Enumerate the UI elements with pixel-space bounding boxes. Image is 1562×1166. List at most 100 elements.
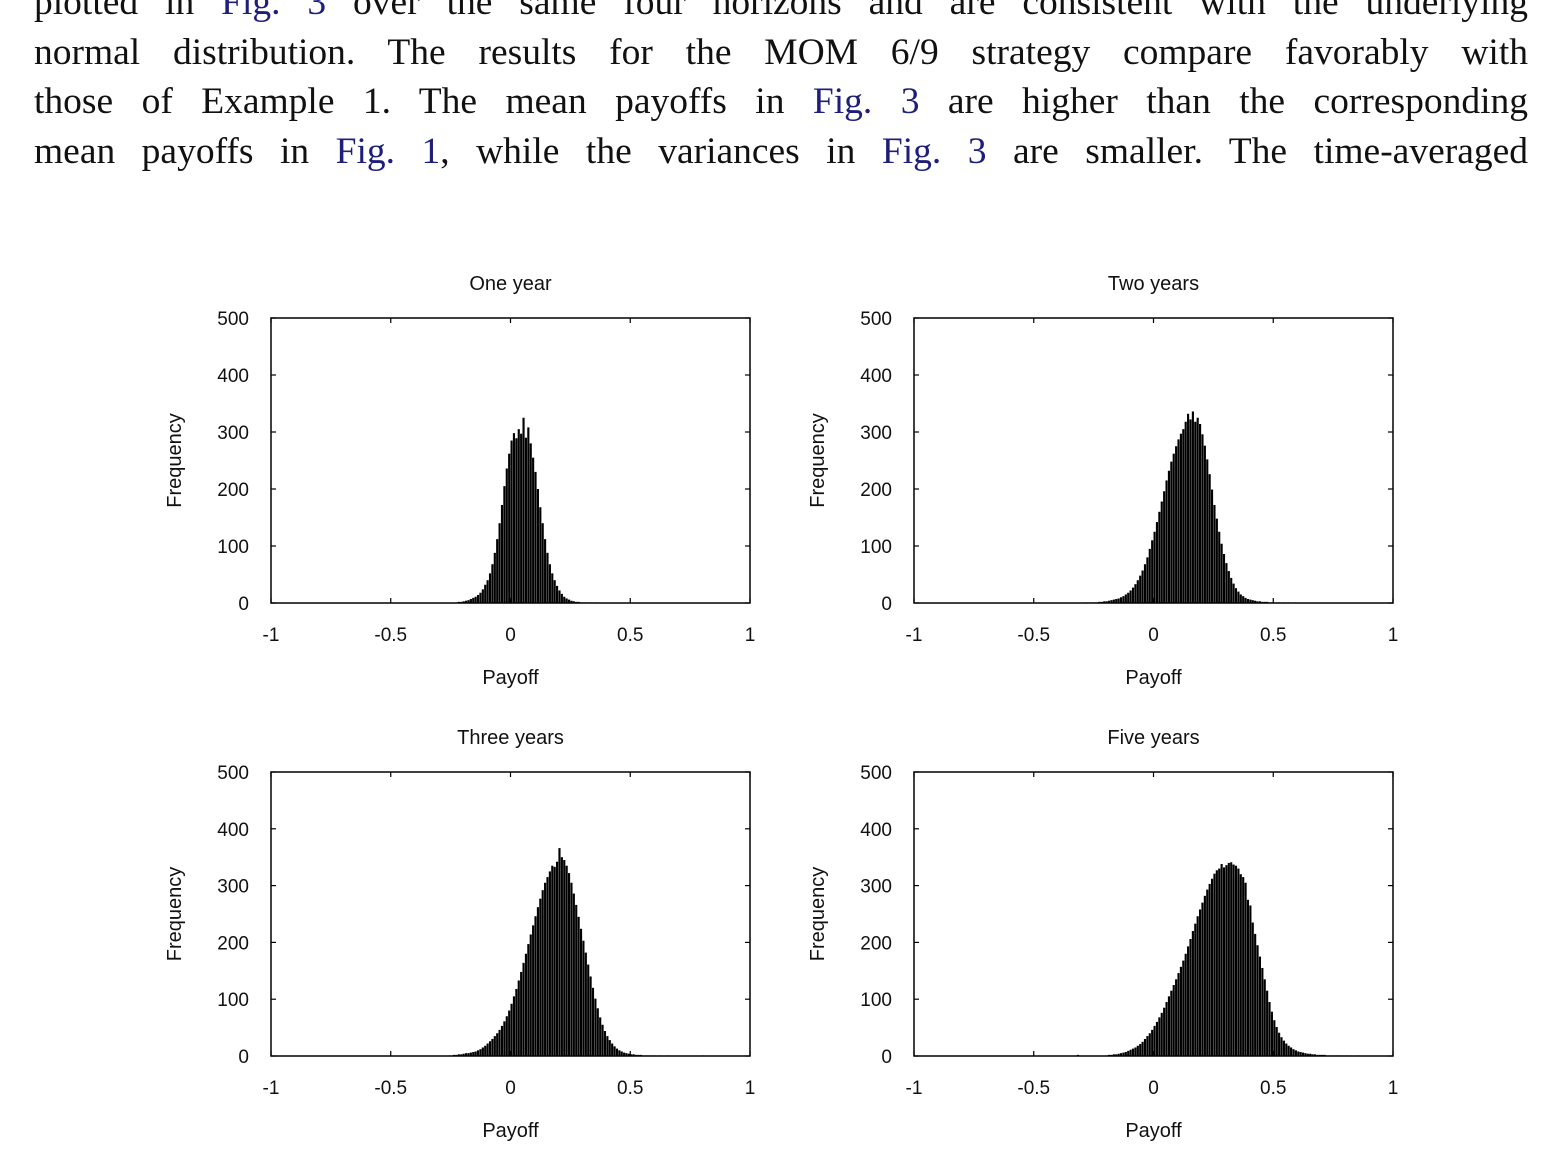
x-tick-label: -1 <box>906 1078 923 1099</box>
histogram-bar <box>1249 599 1252 603</box>
histogram-bar <box>1124 594 1127 603</box>
histogram-bar <box>567 599 571 603</box>
figure-reference-link[interactable]: Fig. 3 <box>881 130 987 172</box>
text-segment: mean payoffs in <box>34 130 336 172</box>
text-segment: are smaller. The time-averaged <box>986 130 1529 172</box>
histogram-bar <box>462 601 465 603</box>
histogram-bar <box>572 601 575 603</box>
histogram-bar <box>1313 1054 1317 1056</box>
histogram-bar <box>1115 599 1118 603</box>
histogram-bar <box>551 573 554 603</box>
figure-reference-link[interactable]: Fig. 3 <box>812 81 920 122</box>
y-tick-label: 300 <box>860 877 892 898</box>
histogram-bar <box>1237 591 1240 603</box>
x-axis-label: Payoff <box>482 667 539 689</box>
histogram-bar <box>606 1036 609 1056</box>
histogram-bar <box>488 573 492 603</box>
histogram-bar <box>1201 434 1204 603</box>
histogram-bar <box>1148 548 1151 603</box>
histogram-bar <box>1127 592 1130 603</box>
y-tick-label: 300 <box>217 877 249 898</box>
histogram-bar <box>1172 985 1175 1056</box>
histogram-bar <box>476 595 480 603</box>
histogram-bar <box>479 592 482 603</box>
histogram-bar <box>1182 960 1185 1056</box>
figure-reference-link[interactable]: Fig. 1 <box>335 130 441 172</box>
histogram-bar <box>474 596 477 603</box>
histogram-bar <box>1234 865 1238 1056</box>
histogram-bar <box>469 599 472 603</box>
histogram-bar <box>1249 905 1252 1056</box>
histogram-bar <box>1163 491 1166 603</box>
x-tick-label: -1 <box>263 625 280 646</box>
histogram-bar <box>536 907 539 1056</box>
histogram-bar <box>1206 459 1209 603</box>
y-tick-label: 0 <box>238 594 249 615</box>
figure-reference-link[interactable]: Fig. 3 <box>221 0 327 23</box>
histogram-bar <box>625 1053 628 1056</box>
histogram-bar <box>558 590 561 603</box>
x-tick-label: 0 <box>1148 1078 1159 1099</box>
histogram-bar <box>493 1036 496 1056</box>
histogram-bar <box>1285 1043 1288 1056</box>
histogram-bar <box>1220 864 1223 1056</box>
histogram-bar <box>1210 878 1214 1056</box>
x-tick-label: 0 <box>505 625 516 646</box>
histogram-bar <box>532 457 535 603</box>
histogram-bar <box>1246 599 1250 603</box>
histogram-bar <box>500 504 504 603</box>
y-tick-label: 400 <box>860 820 892 841</box>
histogram-bar <box>1244 597 1247 603</box>
histogram-bar <box>1201 902 1204 1056</box>
histogram-bar <box>1203 895 1206 1056</box>
histogram-bar <box>1155 1021 1159 1056</box>
histogram-bar <box>515 988 518 1056</box>
text-segment: , while the variances in <box>440 130 882 172</box>
histogram-bar <box>527 944 530 1056</box>
histogram-bar <box>1244 882 1247 1056</box>
histogram-bar <box>1160 501 1163 603</box>
text-segment: plotted in <box>34 0 222 23</box>
histogram-bar <box>481 589 484 603</box>
histogram-bar <box>484 584 487 603</box>
histogram-bar <box>467 600 470 603</box>
histogram-bar <box>1275 1027 1278 1056</box>
histogram-bar <box>1213 504 1216 603</box>
histogram-bar <box>476 1050 480 1056</box>
x-tick-label: 1 <box>1388 625 1399 646</box>
chart-title: Five years <box>1107 727 1199 749</box>
histogram-bar <box>467 1053 470 1056</box>
histogram-bar <box>1263 979 1266 1056</box>
histogram-bar <box>1251 600 1254 603</box>
y-tick-label: 100 <box>860 990 892 1011</box>
histogram-bar <box>1246 899 1250 1056</box>
histogram-bar <box>481 1047 484 1056</box>
histogram-bar <box>563 596 566 603</box>
histogram-bar <box>465 600 468 603</box>
histogram-bar <box>1297 1051 1300 1056</box>
histogram-bar <box>1294 1050 1297 1056</box>
histogram-bar <box>620 1051 623 1056</box>
histogram-bar <box>1239 874 1242 1056</box>
y-axis-label: Frequency <box>164 867 186 962</box>
histogram-bar <box>1110 600 1113 603</box>
histogram-bar <box>558 848 561 1056</box>
histogram-bar <box>1251 922 1254 1056</box>
histogram-bar <box>1282 1040 1285 1056</box>
histogram-bar <box>613 1046 616 1056</box>
histogram-bar <box>1232 583 1235 603</box>
histogram-bar <box>1122 1052 1125 1056</box>
histogram-bar <box>1194 923 1197 1056</box>
histogram-bar <box>544 539 547 603</box>
text-line: mean payoffs in Fig. 1, while the varian… <box>34 127 1528 177</box>
histogram-bar <box>544 882 547 1056</box>
histogram-bar <box>1184 953 1187 1056</box>
text-line: plotted in Fig. 3 over the same four hor… <box>34 0 1528 28</box>
histogram-bar <box>1232 864 1235 1056</box>
histogram-bar <box>1122 596 1125 603</box>
histogram-bar <box>529 934 532 1056</box>
histogram-bar <box>1239 594 1242 603</box>
y-tick-label: 200 <box>217 933 249 954</box>
histogram-bar <box>551 865 554 1056</box>
